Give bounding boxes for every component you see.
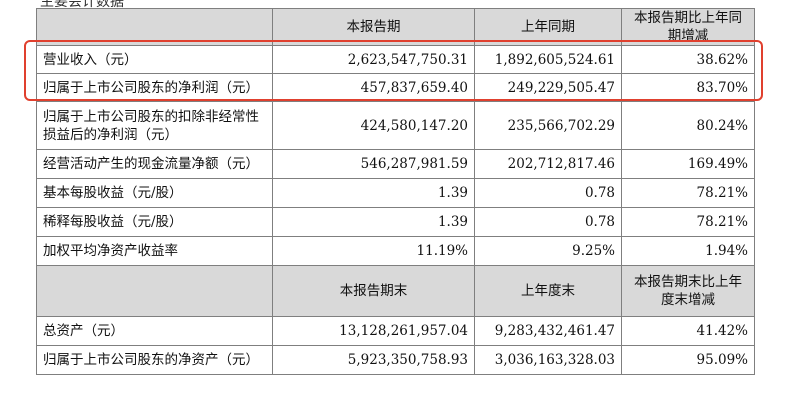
value-current: 424,580,147.20: [272, 101, 475, 150]
row-label: 加权平均净资产收益率: [36, 236, 273, 266]
financial-data-table: 本报告期 上年同期 本报告期比上年同期增减 营业收入（元） 2,623,547,…: [36, 8, 755, 375]
row-label: 归属于上市公司股东的净利润（元）: [36, 73, 273, 102]
value-current: 546,287,981.59: [272, 149, 475, 179]
value-change: 80.24%: [621, 101, 755, 150]
section-heading-cut: 主要会计数据: [40, 0, 124, 10]
value-prior: 1,892,605,524.61: [474, 45, 622, 74]
subheader-blank-cell: [36, 265, 273, 317]
value-prior: 9.25%: [474, 236, 622, 266]
value-change: 78.21%: [621, 178, 755, 208]
value-prior: 235,566,702.29: [474, 101, 622, 150]
value-prior: 9,283,432,461.47: [474, 316, 622, 346]
table-row: 营业收入（元） 2,623,547,750.31 1,892,605,524.6…: [36, 45, 755, 74]
value-change: 41.42%: [621, 316, 755, 346]
header-blank-cell: [36, 8, 273, 46]
value-prior: 3,036,163,328.03: [474, 345, 622, 375]
row-label: 归属于上市公司股东的净资产（元）: [36, 345, 273, 375]
table-header-row: 本报告期 上年同期 本报告期比上年同期增减: [36, 8, 755, 46]
value-current: 13,128,261,957.04: [272, 316, 475, 346]
table-row: 加权平均净资产收益率 11.19% 9.25% 1.94%: [36, 236, 755, 266]
row-label: 基本每股收益（元/股）: [36, 178, 273, 208]
table-row: 基本每股收益（元/股） 1.39 0.78 78.21%: [36, 178, 755, 208]
value-current: 5,923,350,758.93: [272, 345, 475, 375]
header-change: 本报告期比上年同期增减: [621, 8, 755, 46]
table-row: 归属于上市公司股东的净资产（元） 5,923,350,758.93 3,036,…: [36, 345, 755, 375]
header-prior-year-end: 上年度末: [474, 265, 622, 317]
header-period-end: 本报告期末: [272, 265, 475, 317]
row-label: 总资产（元）: [36, 316, 273, 346]
value-current: 11.19%: [272, 236, 475, 266]
value-change: 95.09%: [621, 345, 755, 375]
header-change-since-year-end: 本报告期末比上年度末增减: [621, 265, 755, 317]
value-change: 1.94%: [621, 236, 755, 266]
row-label: 稀释每股收益（元/股）: [36, 207, 273, 237]
row-label: 营业收入（元）: [36, 45, 273, 74]
value-change: 38.62%: [621, 45, 755, 74]
value-current: 1.39: [272, 207, 475, 237]
value-change: 83.70%: [621, 73, 755, 102]
value-prior: 0.78: [474, 178, 622, 208]
value-prior: 249,229,505.47: [474, 73, 622, 102]
value-change: 169.49%: [621, 149, 755, 179]
header-prior-period: 上年同期: [474, 8, 622, 46]
row-label: 归属于上市公司股东的扣除非经常性损益后的净利润（元）: [36, 101, 273, 150]
table-row: 总资产（元） 13,128,261,957.04 9,283,432,461.4…: [36, 316, 755, 346]
value-change: 78.21%: [621, 207, 755, 237]
table-row: 经营活动产生的现金流量净额（元） 546,287,981.59 202,712,…: [36, 149, 755, 179]
value-prior: 0.78: [474, 207, 622, 237]
value-current: 457,837,659.40: [272, 73, 475, 102]
value-current: 2,623,547,750.31: [272, 45, 475, 74]
table-subheader-row: 本报告期末 上年度末 本报告期末比上年度末增减: [36, 265, 755, 317]
header-current-period: 本报告期: [272, 8, 475, 46]
value-prior: 202,712,817.46: [474, 149, 622, 179]
row-label: 经营活动产生的现金流量净额（元）: [36, 149, 273, 179]
table-row: 归属于上市公司股东的净利润（元） 457,837,659.40 249,229,…: [36, 73, 755, 102]
table-row: 稀释每股收益（元/股） 1.39 0.78 78.21%: [36, 207, 755, 237]
value-current: 1.39: [272, 178, 475, 208]
table-row: 归属于上市公司股东的扣除非经常性损益后的净利润（元） 424,580,147.2…: [36, 101, 755, 150]
